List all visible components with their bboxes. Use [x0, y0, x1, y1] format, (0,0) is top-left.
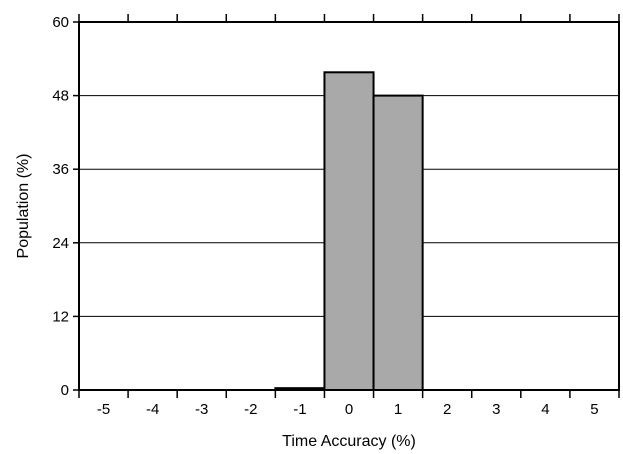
bar-0: [323, 71, 375, 391]
y-tick-label: 60: [52, 14, 69, 31]
plot-frame: [78, 21, 620, 391]
y-tick-label: 48: [52, 88, 69, 105]
y-axis-title: Population (%): [15, 154, 32, 259]
y-tick-label: 12: [52, 308, 69, 325]
ticks-layer: [73, 14, 620, 398]
x-tick-label: 3: [492, 401, 500, 418]
y-tick-label: 24: [52, 235, 69, 252]
x-tick-label: -4: [146, 401, 159, 418]
x-tick-label: 1: [394, 401, 402, 418]
y-tick-label: 36: [52, 161, 69, 178]
x-tick-label: 2: [443, 401, 451, 418]
y-tick-label: 0: [61, 382, 69, 399]
x-tick-label: -5: [97, 401, 110, 418]
x-tick-label: 0: [345, 401, 353, 418]
x-tick-label: -3: [195, 401, 208, 418]
x-tick-label: -2: [244, 401, 257, 418]
bar-1: [372, 94, 424, 391]
x-tick-label: 5: [590, 401, 598, 418]
x-axis-title: Time Accuracy (%): [282, 433, 416, 450]
bars-layer: [274, 71, 424, 392]
x-tick-label: 4: [541, 401, 549, 418]
x-tick-label: -1: [293, 401, 306, 418]
